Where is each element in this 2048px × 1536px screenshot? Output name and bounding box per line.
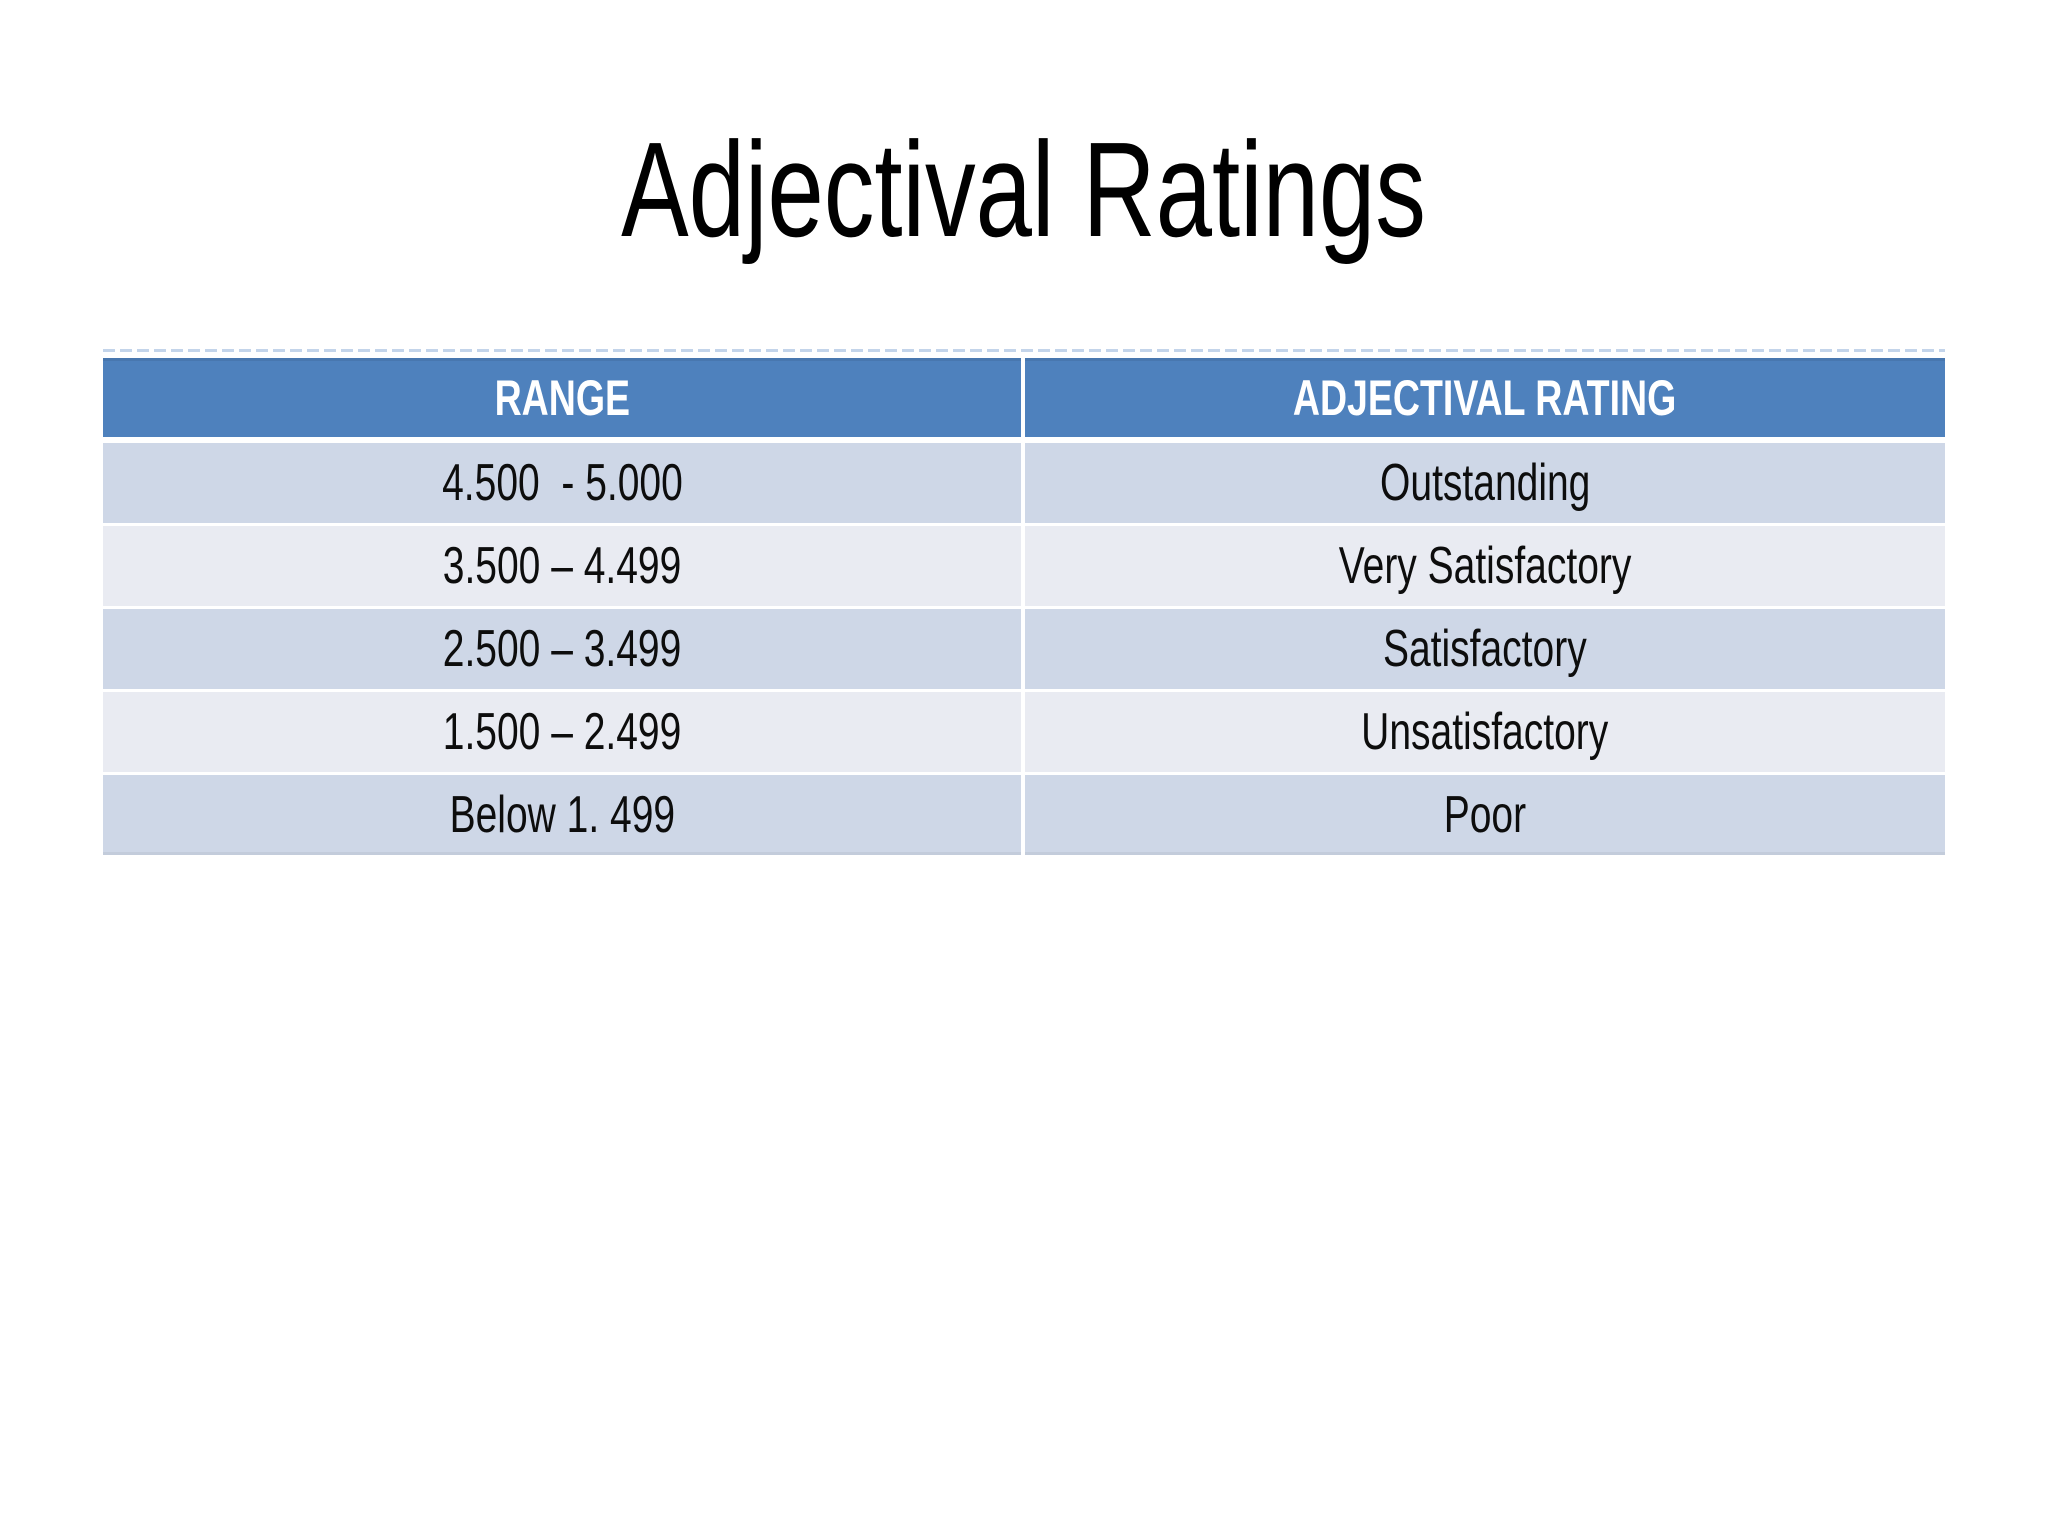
rating-cell: Outstanding [1025,443,1945,523]
range-value: 3.500 – 4.499 [442,537,682,595]
range-value: 2.500 – 3.499 [442,620,682,678]
range-cell: 1.500 – 2.499 [103,692,1021,772]
table-top-border [103,349,1945,352]
table-row: 4.500 - 5.000 Outstanding [103,443,1945,523]
rating-value: Very Satisfactory [1338,537,1632,595]
rating-cell: Poor [1025,775,1945,855]
rating-value: Unsatisfactory [1361,703,1609,761]
table-header-row: RANGE ADJECTIVAL RATING [103,358,1945,437]
page-title-text: Adjectival Ratings [621,114,1427,265]
rating-cell: Unsatisfactory [1025,692,1945,772]
rating-value: Satisfactory [1383,620,1587,678]
column-header-adjectival-rating-label: ADJECTIVAL RATING [1293,369,1677,426]
rating-value: Poor [1443,786,1527,844]
rating-value: Outstanding [1379,454,1591,512]
adjectival-ratings-table: RANGE ADJECTIVAL RATING 4.500 - 5.000 Ou… [103,349,1945,855]
range-value: Below 1. 499 [449,786,675,844]
table-row: Below 1. 499 Poor [103,775,1945,855]
range-cell: 4.500 - 5.000 [103,443,1021,523]
range-value: 4.500 - 5.000 [441,454,683,512]
page-title: Adjectival Ratings [0,112,2048,267]
range-cell: Below 1. 499 [103,775,1021,855]
column-header-range-label: RANGE [494,369,630,426]
range-cell: 2.500 – 3.499 [103,609,1021,689]
range-value: 1.500 – 2.499 [442,703,682,761]
rating-cell: Satisfactory [1025,609,1945,689]
table-row: 1.500 – 2.499 Unsatisfactory [103,692,1945,772]
column-header-adjectival-rating: ADJECTIVAL RATING [1025,358,1945,437]
table-row: 2.500 – 3.499 Satisfactory [103,609,1945,689]
column-header-range: RANGE [103,358,1021,437]
table-row: 3.500 – 4.499 Very Satisfactory [103,526,1945,606]
rating-cell: Very Satisfactory [1025,526,1945,606]
range-cell: 3.500 – 4.499 [103,526,1021,606]
